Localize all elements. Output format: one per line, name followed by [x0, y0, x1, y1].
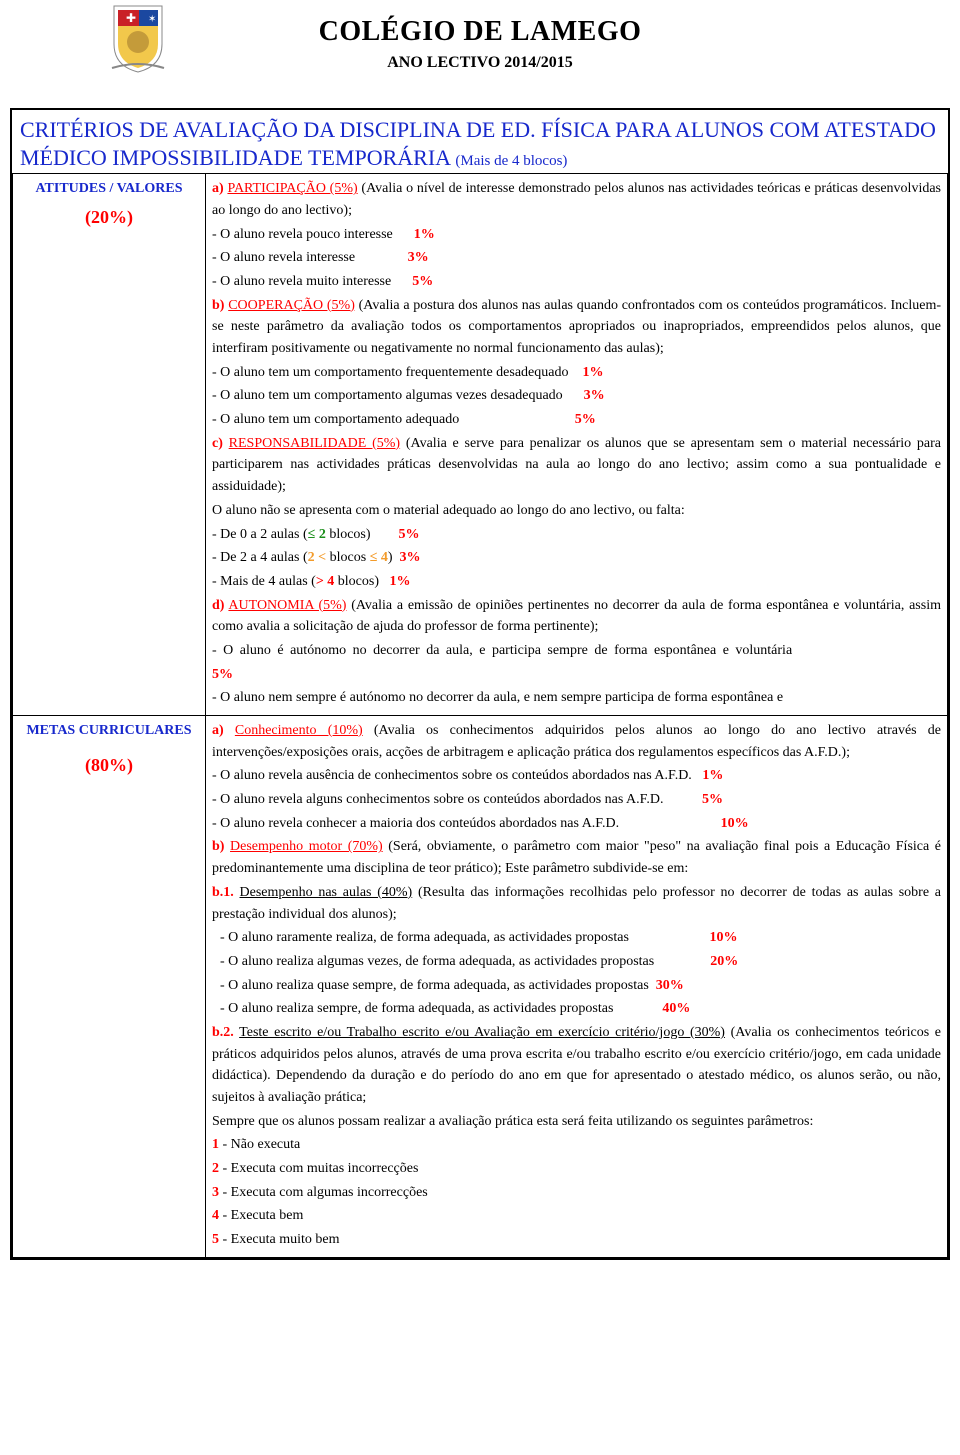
svg-text:✚: ✚: [126, 11, 136, 25]
row-atitudes-header: ATITUDES / VALORES (20%): [13, 174, 206, 716]
desempenho-motor: b) Desempenho motor (70%) (Será, obviame…: [212, 836, 941, 879]
autonomia: d) AUTONOMIA (5%) (Avalia a emissão de o…: [212, 595, 941, 638]
auto-item-1: - O aluno é autónomo no decorrer da aula…: [212, 640, 941, 662]
resp-item-2: - De 2 a 4 aulas (2 < blocos ≤ 4) 3%: [212, 547, 941, 569]
scale-5: 5 - Executa muito bem: [212, 1229, 941, 1251]
metas-label: METAS CURRICULARES: [19, 720, 199, 742]
part-item-2: - O aluno revela interesse 3%: [212, 247, 941, 269]
content-frame: CRITÉRIOS DE AVALIAÇÃO DA DISCIPLINA DE …: [10, 108, 950, 1260]
cooperacao: b) COOPERAÇÃO (5%) (Avalia a postura dos…: [212, 295, 941, 360]
school-logo: ✚ ✶: [110, 4, 166, 74]
scale-4: 4 - Executa bem: [212, 1205, 941, 1227]
teste-escrito: b.2. Teste escrito e/ou Trabalho escrito…: [212, 1022, 941, 1109]
metas-pct: (80%): [19, 752, 199, 780]
da-item-1: - O aluno raramente realiza, de forma ad…: [220, 927, 941, 949]
coop-item-1: - O aluno tem um comportamento frequente…: [212, 362, 941, 384]
part-item-1: - O aluno revela pouco interesse 1%: [212, 224, 941, 246]
row-metas-header: METAS CURRICULARES (80%): [13, 716, 206, 1258]
page-header: ✚ ✶ COLÉGIO DE LAMEGO ANO LECTIVO 2014/2…: [0, 0, 960, 78]
atitudes-pct: (20%): [19, 204, 199, 232]
auto-item-1-pct: 5%: [212, 664, 941, 686]
da-item-2: - O aluno realiza algumas vezes, de form…: [220, 951, 941, 973]
conh-item-2: - O aluno revela alguns conhecimentos so…: [212, 789, 941, 811]
responsabilidade: c) RESPONSABILIDADE (5%) (Avalia e serve…: [212, 433, 941, 498]
svg-text:✶: ✶: [148, 14, 156, 25]
desempenho-aulas: b.1. Desempenho nas aulas (40%) (Resulta…: [212, 882, 941, 925]
conhecimento: a) Conhecimento (10%) (Avalia os conheci…: [212, 720, 941, 763]
title-tail: (Mais de 4 blocos): [455, 153, 567, 169]
conh-item-1: - O aluno revela ausência de conheciment…: [212, 765, 941, 787]
atitudes-label: ATITUDES / VALORES: [19, 178, 199, 200]
da-item-4: - O aluno realiza sempre, de forma adequ…: [220, 998, 941, 1020]
row-atitudes-body: a) PARTICIPAÇÃO (5%) (Avalia o nível de …: [206, 174, 948, 716]
da-item-3: - O aluno realiza quase sempre, de forma…: [220, 975, 941, 997]
scale-2: 2 - Executa com muitas incorrecções: [212, 1158, 941, 1180]
auto-item-2: - O aluno nem sempre é autónomo no decor…: [212, 687, 941, 709]
coop-item-3: - O aluno tem um comportamento adequado …: [212, 409, 941, 431]
part-item-3: - O aluno revela muito interesse 5%: [212, 271, 941, 293]
criteria-table: ATITUDES / VALORES (20%) a) PARTICIPAÇÃO…: [12, 173, 948, 1258]
scale-3: 3 - Executa com algumas incorrecções: [212, 1182, 941, 1204]
row-metas-body: a) Conhecimento (10%) (Avalia os conheci…: [206, 716, 948, 1258]
resp-item-3: - Mais de 4 aulas (> 4 blocos) 1%: [212, 571, 941, 593]
doc-title: CRITÉRIOS DE AVALIAÇÃO DA DISCIPLINA DE …: [12, 110, 948, 173]
resp-intro: O aluno não se apresenta com o material …: [212, 500, 941, 522]
participacao: a) PARTICIPAÇÃO (5%) (Avalia o nível de …: [212, 178, 941, 221]
conh-item-3: - O aluno revela conhecer a maioria dos …: [212, 813, 941, 835]
coop-item-2: - O aluno tem um comportamento algumas v…: [212, 385, 941, 407]
teste-para: Sempre que os alunos possam realizar a a…: [212, 1111, 941, 1133]
scale-1: 1 - Não executa: [212, 1134, 941, 1156]
resp-item-1: - De 0 a 2 aulas (≤ 2 blocos) 5%: [212, 524, 941, 546]
